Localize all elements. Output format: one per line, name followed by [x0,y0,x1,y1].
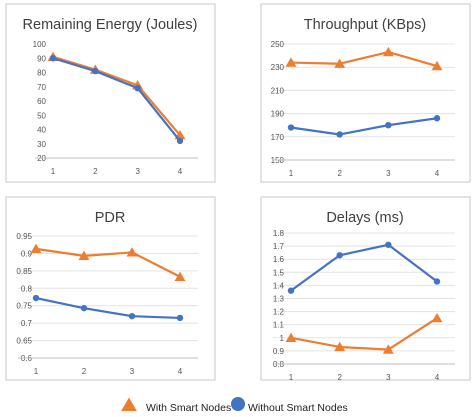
y-tick-label: 0.8 [21,284,33,293]
chart-frame [5,3,216,183]
x-tick-label: 2 [82,367,87,376]
chart-title: Throughput (KBps) [304,17,427,33]
data-point-without-smart-nodes [385,241,392,248]
series-line-with-smart-nodes [52,55,181,136]
data-point-without-smart-nodes [287,124,295,131]
data-point-with-smart-nodes [285,57,297,67]
series-line-with-smart-nodes [35,247,181,278]
chart-title: PDR [95,210,126,226]
data-point-with-smart-nodes [285,332,297,342]
legend-circle-marker [231,397,245,411]
y-tick-label: 0.65 [16,337,32,346]
y-tick-label: 50 [37,111,46,120]
chart-frame [260,3,471,183]
x-tick-label: 1 [289,169,294,178]
data-point-with-smart-nodes [334,58,346,68]
x-tick-label: 2 [337,169,342,178]
y-tick-label: 230 [271,63,285,72]
y-tick-label: 1.3 [273,295,285,304]
y-tick-label: 0.9 [273,347,285,356]
y-tick-label: 170 [271,133,285,142]
y-tick-label: 1.6 [273,255,285,264]
chart-title: Delays (ms) [326,210,403,226]
data-point-without-smart-nodes [385,122,392,129]
legend-triangle-marker [121,397,137,411]
data-point-with-smart-nodes [78,250,90,261]
legend: With Smart Nodes Without Smart Nodes [121,397,348,414]
y-tick-label: 90 [37,54,46,63]
x-tick-label: 4 [435,373,440,382]
chart-remaining-energy: Remaining Energy (Joules) 100 90 80 70 60 50 4… [5,3,216,183]
data-point-with-smart-nodes [382,46,394,57]
x-tick-label: 2 [337,373,342,382]
y-tick-label: 1.4 [273,281,285,290]
x-tick-label: 4 [435,169,440,178]
data-point-with-smart-nodes [30,243,42,254]
x-tick-label: 4 [178,367,183,376]
x-tick-label: 3 [135,167,140,176]
chart-title: Remaining Energy (Joules) [23,17,198,33]
y-tick-label: 190 [271,110,285,119]
data-point-without-smart-nodes [80,304,88,312]
y-tick-label: 0.85 [16,267,32,276]
y-tick-label: 1.1 [273,321,285,330]
data-point-with-smart-nodes [431,312,443,323]
y-tick-label: 210 [271,86,285,95]
x-tick-label: 2 [93,167,98,176]
y-tick-label: 0.95 [16,232,32,241]
data-point-without-smart-nodes [176,137,184,145]
x-tick-label: 3 [386,373,391,382]
y-tick-label: 1.8 [273,229,285,238]
data-point-with-smart-nodes [382,344,394,354]
data-point-without-smart-nodes [49,55,57,62]
data-point-without-smart-nodes [433,278,441,285]
y-tick-label: 30 [37,140,46,149]
legend-label-without-smart-nodes: Without Smart Nodes [248,402,348,414]
chart-pdr: PDR 0.950.90.850.80.750.70.650.61 2 3 4 [5,196,216,381]
series-line-without-smart-nodes [290,117,438,136]
data-point-without-smart-nodes [32,294,40,302]
series-line-without-smart-nodes [52,57,181,142]
x-tick-label: 4 [178,167,183,176]
y-tick-label: 0.7 [21,319,33,328]
data-point-without-smart-nodes [128,312,136,320]
data-point-without-smart-nodes [287,287,295,294]
chart-frame [260,196,471,381]
y-tick-label: 40 [37,126,46,135]
legend-label-with-smart-nodes: With Smart Nodes [146,402,231,414]
y-tick-label: 100 [33,40,47,49]
y-tick-label: 0.75 [16,302,32,311]
y-tick-label: 250 [271,40,285,49]
chart-delays: Delays (ms) 1.8 1.7 1.6 1.5 1.4 1.3 1.2 1.1 1 0.9… [260,196,471,382]
data-point-with-smart-nodes [126,247,138,257]
series-line-without-smart-nodes [35,296,181,320]
data-point-without-smart-nodes [336,252,343,259]
data-point-with-smart-nodes [174,271,186,281]
y-tick-label: 70 [37,83,46,92]
data-point-without-smart-nodes [134,84,141,92]
x-tick-label: 3 [130,367,135,376]
data-point-without-smart-nodes [433,115,441,122]
data-point-without-smart-nodes [176,314,184,322]
data-point-without-smart-nodes [92,67,99,75]
data-point-with-smart-nodes [431,60,443,71]
y-tick-label: 80 [37,69,46,78]
y-tick-label: 0.9 [21,249,33,258]
data-point-with-smart-nodes [334,341,346,352]
data-point-without-smart-nodes [336,131,343,138]
series-line-with-smart-nodes [290,51,438,68]
x-tick-label: 1 [51,167,56,176]
y-tick-label: 1.5 [273,268,285,277]
x-tick-label: 1 [289,373,294,382]
y-tick-label: 1 [280,334,285,343]
y-tick-label: 1.7 [273,242,285,251]
x-tick-label: 1 [34,367,39,376]
x-tick-label: 3 [386,169,391,178]
series-line-with-smart-nodes [290,317,438,351]
y-tick-label: 60 [37,97,46,106]
y-tick-label: 1.2 [273,308,285,317]
series-line-without-smart-nodes [290,243,438,292]
